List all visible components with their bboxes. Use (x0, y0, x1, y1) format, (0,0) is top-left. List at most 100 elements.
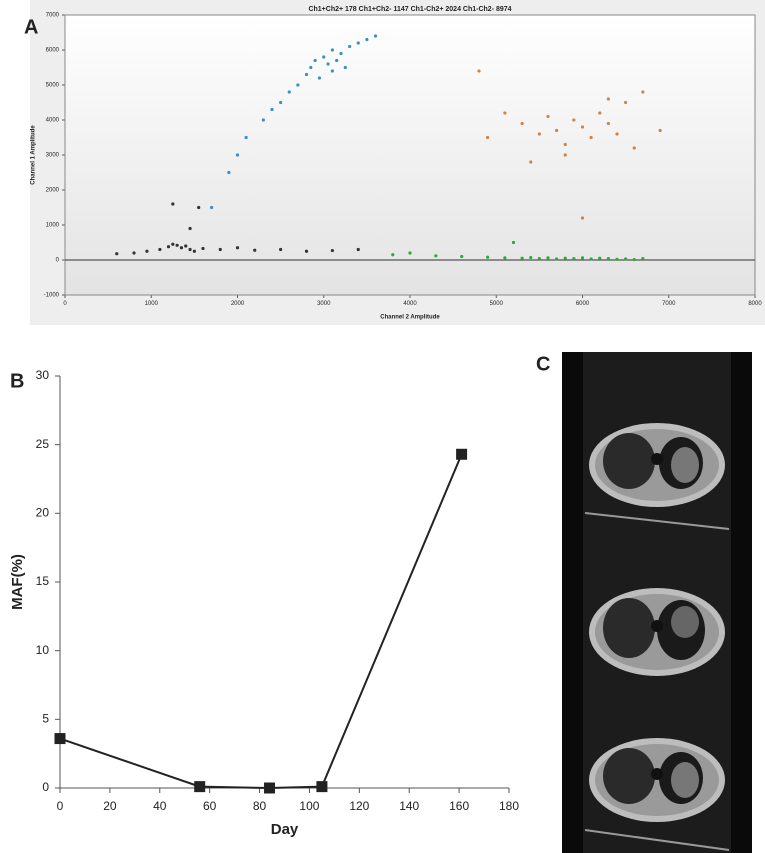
droplet-point (279, 247, 283, 252)
droplet-point (270, 107, 274, 112)
droplet-point (598, 256, 602, 260)
chart-title: Ch1+Ch2+ 178 Ch1+Ch2- 1147 Ch1-Ch2+ 2024… (308, 6, 511, 13)
droplet-point (335, 58, 339, 63)
droplet-point (227, 170, 231, 175)
x-tick-label: 160 (449, 799, 469, 813)
droplet-point (218, 247, 222, 252)
droplet-point (555, 128, 559, 133)
line (59, 453, 463, 790)
droplet-point (339, 51, 343, 56)
droplet-point (326, 62, 330, 66)
droplet-point (624, 257, 628, 261)
droplet-point (555, 257, 559, 261)
droplet-point (606, 257, 610, 261)
y-tick-label: 6000 (46, 48, 60, 54)
droplet-point (166, 245, 171, 249)
droplet-point (615, 257, 619, 261)
droplet-point (460, 254, 464, 259)
x-tick-label: 5000 (490, 301, 504, 307)
droplet-point (330, 48, 334, 52)
droplet-point (434, 254, 438, 258)
droplet-point (408, 251, 412, 255)
x-tick-label: 8000 (748, 301, 762, 307)
x-tick-label: 80 (253, 799, 267, 813)
x-tick-label: 0 (57, 799, 64, 813)
x-tick-label: 6000 (576, 301, 590, 307)
y-tick-label: 20 (36, 506, 50, 520)
droplet-point (589, 257, 593, 261)
y-tick-label: 30 (36, 368, 50, 382)
droplet-point (115, 252, 119, 256)
droplet-point (563, 153, 567, 157)
droplet-point (563, 256, 567, 260)
droplet-point (253, 248, 257, 252)
x-axis-label: Channel 2 Amplitude (380, 315, 440, 321)
droplet-point (606, 121, 610, 126)
droplet-point (511, 240, 516, 245)
droplet-point (145, 249, 149, 253)
droplet-point (304, 72, 309, 77)
droplet-point (486, 135, 490, 140)
droplet-point (171, 242, 175, 246)
droplet-point (330, 248, 334, 253)
plot-frame (64, 14, 756, 296)
droplet-point (179, 246, 184, 250)
droplet-point (188, 226, 192, 231)
droplet-point (477, 69, 481, 73)
droplet-point (641, 257, 645, 261)
droplet-point (546, 256, 550, 260)
droplet-point (175, 243, 179, 247)
y-tick-label: 15 (36, 574, 50, 588)
droplet-point (503, 256, 507, 260)
x-tick-label: 20 (103, 799, 117, 813)
droplet-point (197, 205, 201, 210)
droplet-point (537, 132, 541, 136)
x-tick-label: 140 (399, 799, 419, 813)
droplet-point (520, 121, 524, 126)
x-tick-label: 40 (153, 799, 167, 813)
droplet-point (632, 258, 636, 262)
droplet-point (486, 255, 490, 259)
y-tick-label: 5000 (46, 83, 60, 89)
droplet-point (391, 253, 395, 257)
droplet-point (304, 249, 309, 253)
x-tick-label: 60 (203, 799, 217, 813)
droplet-point (563, 142, 567, 147)
marker (54, 733, 66, 745)
droplet-point (632, 146, 636, 150)
x-tick-label: 180 (499, 799, 519, 813)
droplet-point (606, 97, 610, 101)
droplet-point (580, 216, 585, 220)
ct-images (562, 352, 752, 853)
droplet-point (365, 37, 369, 42)
droplet-point (615, 132, 619, 136)
droplet-point (171, 202, 175, 206)
droplet-point (537, 257, 541, 261)
droplet-point (317, 76, 322, 80)
droplet-point (201, 246, 205, 251)
y-tick-label: 5 (42, 712, 49, 726)
droplet-point (244, 135, 248, 140)
droplet-point (132, 251, 136, 255)
x-tick-label: 100 (299, 799, 319, 813)
droplet-point (330, 69, 334, 73)
y-tick-label: 7000 (46, 13, 60, 19)
y-tick-label: 0 (56, 258, 60, 264)
droplet-point (589, 135, 593, 140)
y-tick-label: 1000 (46, 223, 60, 229)
droplet-point (158, 247, 162, 252)
droplet-point (546, 114, 550, 119)
droplet-point (296, 83, 300, 87)
y-tick-label: 0 (42, 780, 49, 794)
droplet-point (572, 257, 576, 261)
x-tick-label: 2000 (231, 301, 245, 307)
droplet-point (529, 255, 533, 260)
x-tick-label: 0 (63, 301, 67, 307)
marker (264, 782, 276, 794)
y-tick-label: 4000 (46, 118, 60, 124)
panel-label: B (10, 370, 24, 392)
droplet-point (520, 256, 524, 260)
droplet-point (598, 111, 602, 115)
x-tick-label: 3000 (317, 301, 331, 307)
